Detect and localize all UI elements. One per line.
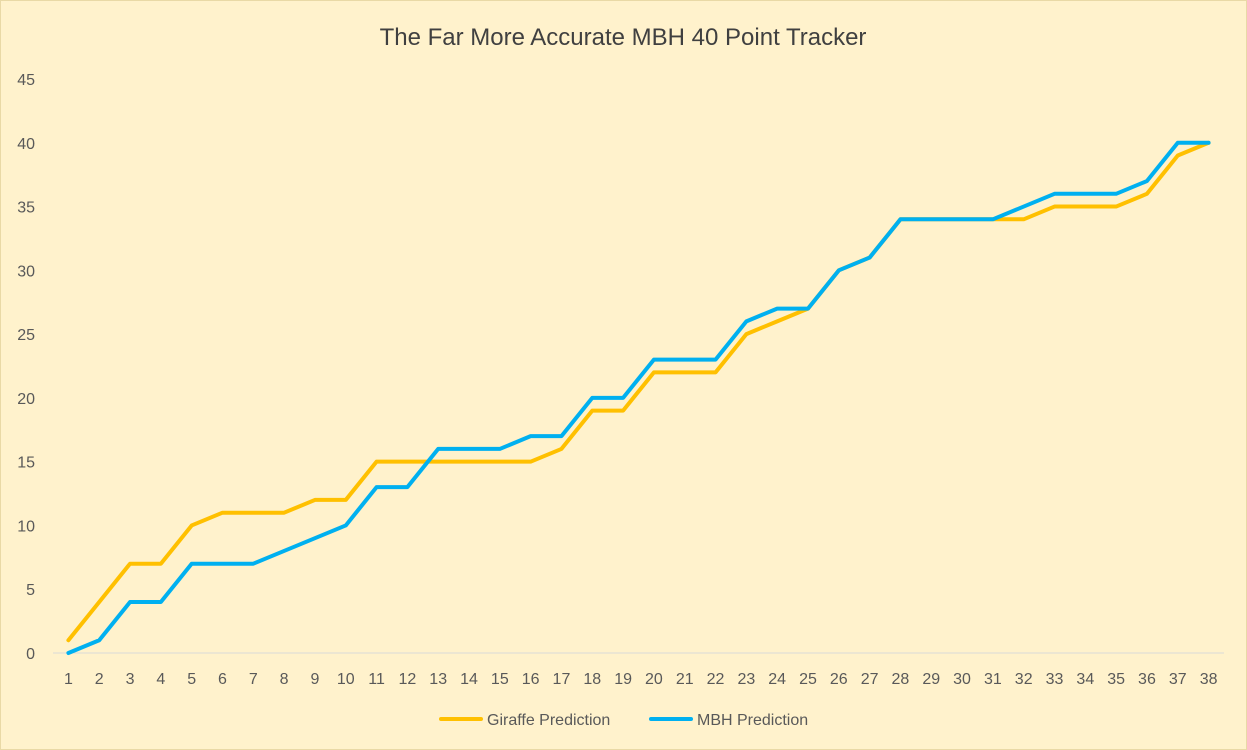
- y-tick-label: 25: [17, 327, 35, 344]
- y-tick-label: 10: [17, 518, 35, 535]
- x-tick-label: 11: [368, 671, 385, 688]
- chart-title: The Far More Accurate MBH 40 Point Track…: [380, 24, 867, 51]
- x-axis-ticks: 1 2 3 4 5 6 7 8 9 10 11 12 13 14 15 16 17 18 19 20 21 22 23 24 2…: [64, 671, 1218, 688]
- y-tick-label: 40: [17, 136, 35, 153]
- x-tick-label: 36: [1138, 671, 1156, 688]
- y-tick-label: 0: [26, 646, 35, 663]
- x-tick-label: 29: [922, 671, 940, 688]
- x-tick-label: 12: [398, 671, 416, 688]
- series-line-mbh: [66, 140, 1211, 655]
- y-tick-label: 35: [17, 200, 35, 217]
- x-tick-label: 2: [95, 671, 104, 688]
- x-tick-label: 10: [337, 671, 355, 688]
- x-tick-label: 30: [953, 671, 971, 688]
- x-tick-label: 21: [676, 671, 694, 688]
- x-tick-label: 22: [707, 671, 725, 688]
- x-tick-label: 4: [156, 671, 165, 688]
- x-tick-label: 7: [249, 671, 258, 688]
- x-tick-label: 24: [768, 671, 786, 688]
- x-tick-label: 6: [218, 671, 227, 688]
- x-tick-label: 19: [614, 671, 632, 688]
- x-tick-label: 33: [1046, 671, 1064, 688]
- x-tick-label: 27: [861, 671, 879, 688]
- y-tick-label: 5: [26, 582, 35, 599]
- y-tick-label: 45: [17, 72, 35, 89]
- legend-label: MBH Prediction: [697, 712, 808, 729]
- x-tick-label: 1: [64, 671, 73, 688]
- legend-label: Giraffe Prediction: [487, 712, 610, 729]
- y-tick-label: 30: [17, 263, 35, 280]
- x-tick-label: 14: [460, 671, 478, 688]
- x-tick-label: 25: [799, 671, 817, 688]
- x-tick-label: 23: [737, 671, 755, 688]
- x-tick-label: 38: [1200, 671, 1218, 688]
- x-tick-label: 34: [1076, 671, 1094, 688]
- series-lines: [66, 140, 1211, 655]
- x-tick-label: 32: [1015, 671, 1033, 688]
- x-tick-label: 37: [1169, 671, 1187, 688]
- x-tick-label: 15: [491, 671, 509, 688]
- x-tick-label: 20: [645, 671, 663, 688]
- x-tick-label: 16: [522, 671, 540, 688]
- x-tick-label: 3: [126, 671, 135, 688]
- y-tick-label: 15: [17, 455, 35, 472]
- legend: Giraffe Prediction MBH Prediction: [439, 712, 808, 729]
- x-tick-label: 9: [310, 671, 319, 688]
- x-tick-label: 28: [892, 671, 910, 688]
- x-tick-label: 26: [830, 671, 848, 688]
- y-tick-label: 20: [17, 391, 35, 408]
- x-tick-label: 8: [280, 671, 289, 688]
- x-tick-label: 31: [984, 671, 1002, 688]
- x-tick-label: 5: [187, 671, 196, 688]
- x-tick-label: 17: [553, 671, 571, 688]
- y-axis-ticks: 0 5 10 15 20 25 30 35 40 45: [17, 72, 35, 663]
- x-tick-label: 13: [429, 671, 447, 688]
- x-tick-label: 35: [1107, 671, 1125, 688]
- x-tick-label: 18: [583, 671, 601, 688]
- series-line-giraffe: [66, 140, 1211, 643]
